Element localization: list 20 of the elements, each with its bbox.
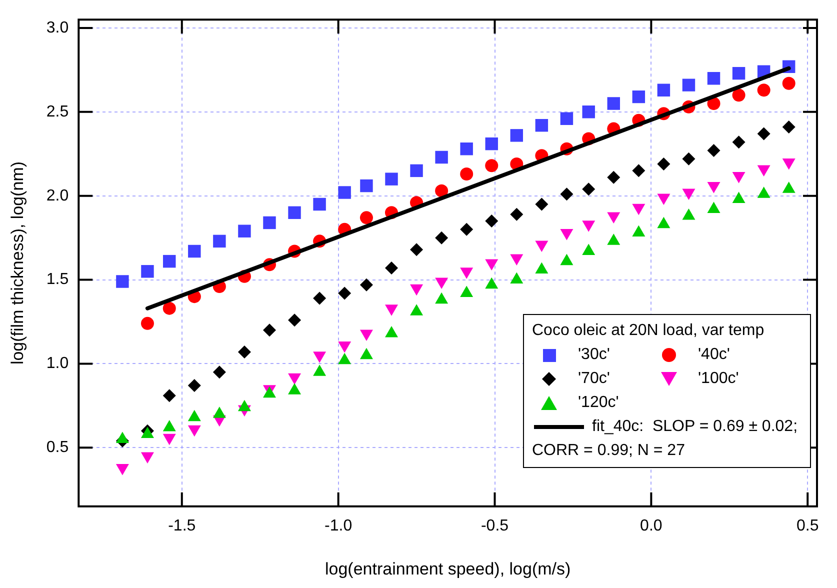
x-tick-label: 0.0: [640, 517, 662, 534]
x-tick-label: 0.5: [796, 517, 819, 534]
legend-label: fit_40c: SLOP = 0.69 ± 0.02; CORR = 0.99; N = 27: [532, 417, 799, 461]
y-tick-label: 2.5: [46, 103, 69, 120]
y-axis-title: log(film thickness), log(nm): [8, 161, 27, 365]
x-tick-label: -1.0: [324, 517, 352, 534]
legend-label: '40c': [698, 345, 730, 365]
x-axis-title: log(entrainment speed), log(m/s): [324, 559, 571, 578]
legend-label: '120c': [578, 393, 619, 413]
x-tick-label: -0.5: [480, 517, 509, 534]
y-tick-label: 2.0: [46, 187, 69, 204]
legend-title: Coco oleic at 20N load, var temp: [532, 321, 766, 341]
x-tick-label: -1.5: [168, 517, 196, 534]
y-tick-label: 1.0: [46, 355, 69, 372]
y-tick-label: 3.0: [46, 19, 69, 36]
legend-label: '100c': [698, 369, 739, 389]
legend-label: '30c': [578, 345, 610, 365]
y-tick-label: 0.5: [46, 439, 69, 456]
legend-label: '70c': [578, 369, 610, 389]
y-tick-label: 1.5: [46, 271, 69, 288]
